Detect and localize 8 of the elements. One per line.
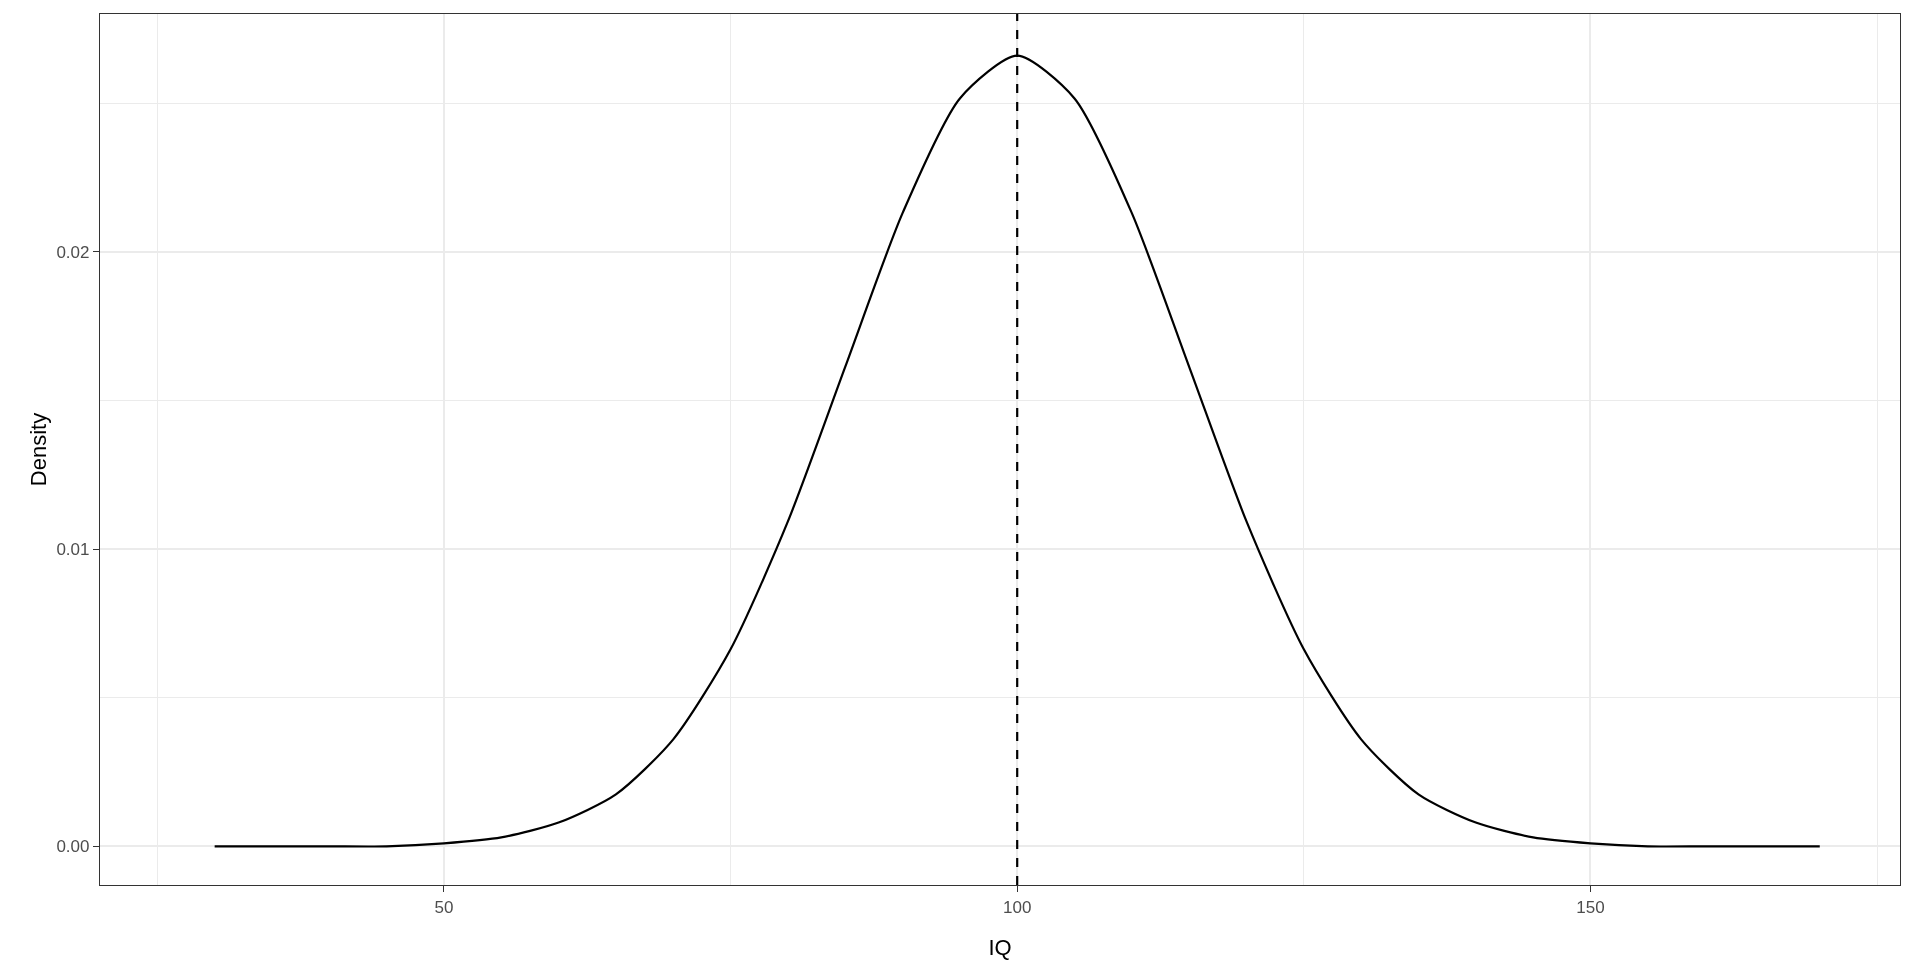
x-tick-label: 150 xyxy=(1576,897,1605,917)
y-tick-label: 0.00 xyxy=(56,837,90,857)
x-tick-label: 100 xyxy=(1003,897,1032,917)
x-tick-label: 50 xyxy=(434,897,454,917)
y-tick-label: 0.01 xyxy=(56,540,90,560)
x-axis-title: IQ xyxy=(988,935,1012,960)
y-tick-label: 0.02 xyxy=(56,242,90,262)
y-axis-title: Density xyxy=(25,412,51,487)
